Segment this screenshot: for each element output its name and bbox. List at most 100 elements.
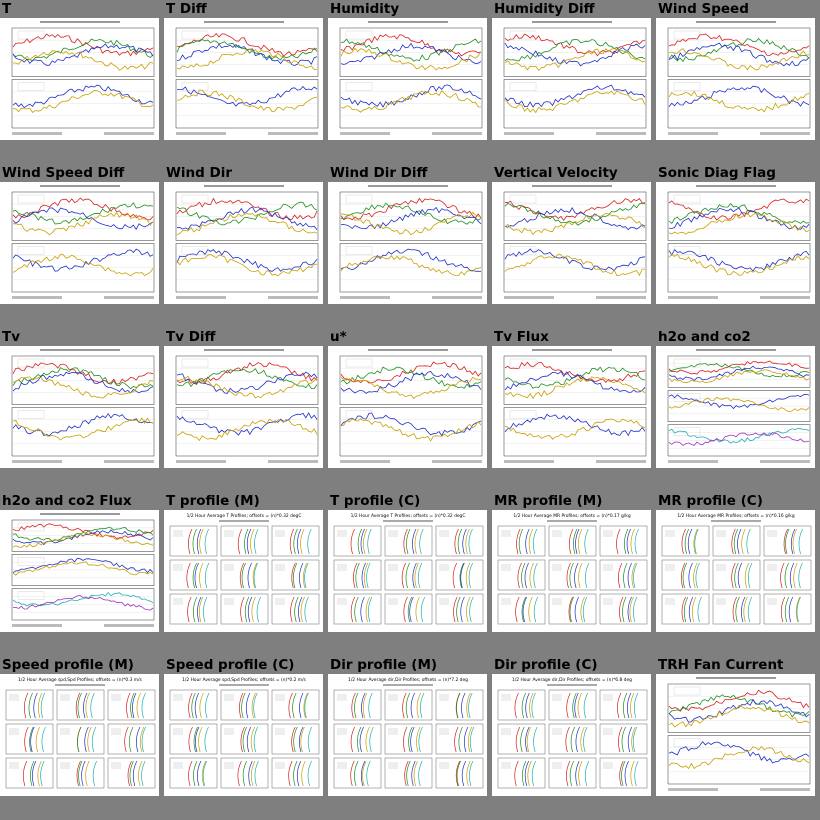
plot-title[interactable]: Wind Dir [166,165,232,181]
plot-thumbnail[interactable] [164,182,323,304]
plot-thumbnail[interactable] [656,18,815,140]
plot-thumbnail[interactable] [0,18,159,140]
plot-thumbnail[interactable] [328,346,487,468]
plot-title[interactable]: Humidity Diff [494,1,595,17]
plot-thumbnail-image [503,185,647,299]
plot-thumbnail-image: 1/2 Hour Average T Profiles; offsets = (… [169,513,320,625]
plot-thumbnail-image: 1/2 Hour Average MR Profiles; offsets = … [661,513,812,625]
plot-tile[interactable]: T [0,0,163,162]
plot-thumbnail[interactable] [328,182,487,304]
plot-thumbnail-image [503,21,647,135]
plot-tile[interactable]: Tv Flux [492,328,655,490]
plot-title[interactable]: Sonic Diag Flag [658,165,776,181]
profile-heading: 1/2 Hour Average spd,Spd Profiles; offse… [182,677,306,683]
plot-title[interactable]: MR profile (C) [658,493,763,509]
plot-thumbnail-image [11,21,155,135]
plot-title[interactable]: T profile (C) [330,493,421,509]
plot-tile[interactable]: Sonic Diag Flag [656,164,819,326]
plot-thumbnail-image [339,185,483,299]
plot-tile[interactable]: Speed profile (C) 1/2 Hour Average spd,Sp… [164,656,327,818]
plot-thumbnail-image [11,185,155,299]
plot-title[interactable]: h2o and co2 [658,329,751,345]
plot-tile[interactable]: h2o and co2 [656,328,819,490]
plot-thumbnail-image: 1/2 Hour Average T Profiles; offsets = (… [333,513,484,625]
plot-tile[interactable]: u* [328,328,491,490]
plot-thumbnail[interactable]: 1/2 Hour Average spd,Spd Profiles; offse… [0,674,159,796]
plot-thumbnail-image [11,349,155,463]
plot-tile[interactable]: h2o and co2 Flux [0,492,163,654]
plot-thumbnail[interactable] [492,18,651,140]
plot-thumbnail[interactable] [492,182,651,304]
plot-title[interactable]: u* [330,329,347,345]
profile-heading: 1/2 Hour Average dir,Dir Profiles; offse… [512,677,632,683]
plot-thumbnail-image: 1/2 Hour Average dir,Dir Profiles; offse… [333,677,484,789]
plot-thumbnail-image [175,349,319,463]
plot-title[interactable]: Wind Dir Diff [330,165,428,181]
plot-thumbnail-image [667,677,811,791]
plot-thumbnail[interactable]: 1/2 Hour Average MR Profiles; offsets = … [656,510,815,632]
plot-thumbnail[interactable] [656,346,815,468]
plot-tile[interactable]: Humidity [328,0,491,162]
profile-heading: 1/2 Hour Average MR Profiles; offsets = … [677,513,794,519]
plot-tile[interactable]: T Diff [164,0,327,162]
plot-thumbnail-image [339,349,483,463]
plot-title[interactable]: Tv [2,329,21,345]
plot-thumbnail-image: 1/2 Hour Average dir,Dir Profiles; offse… [497,677,648,789]
plot-title[interactable]: Wind Speed Diff [2,165,125,181]
profile-heading: 1/2 Hour Average T Profiles; offsets = (… [187,513,302,519]
plot-thumbnail[interactable]: 1/2 Hour Average MR Profiles; offsets = … [492,510,651,632]
plot-thumbnail[interactable]: 1/2 Hour Average T Profiles; offsets = (… [164,510,323,632]
plot-title[interactable]: TRH Fan Current [658,657,784,673]
plot-tile[interactable]: Dir profile (M) 1/2 Hour Average dir,Dir … [328,656,491,818]
plot-tile[interactable]: TRH Fan Current [656,656,819,818]
plot-tile[interactable]: MR profile (M) 1/2 Hour Average MR Profil… [492,492,655,654]
plot-thumbnail[interactable] [164,18,323,140]
plot-title[interactable]: Vertical Velocity [494,165,618,181]
plot-tile[interactable]: Tv [0,328,163,490]
plot-thumbnail-image [175,21,319,135]
plot-tile[interactable]: Humidity Diff [492,0,655,162]
plot-thumbnail[interactable] [0,182,159,304]
plot-title[interactable]: Humidity [330,1,400,17]
plot-title[interactable]: Dir profile (M) [330,657,438,673]
plot-tile[interactable]: T profile (M) 1/2 Hour Average T Profiles… [164,492,327,654]
plot-tile[interactable]: Wind Dir Diff [328,164,491,326]
plot-title[interactable]: MR profile (M) [494,493,603,509]
plot-thumbnail-image [503,349,647,463]
plot-title[interactable]: Tv Diff [166,329,216,345]
plot-tile[interactable]: Vertical Velocity [492,164,655,326]
plot-thumbnail[interactable] [656,182,815,304]
plot-title[interactable]: T profile (M) [166,493,260,509]
plot-thumbnail-image [339,21,483,135]
plot-thumbnail[interactable]: 1/2 Hour Average spd,Spd Profiles; offse… [164,674,323,796]
plot-tile[interactable]: Speed profile (M) 1/2 Hour Average spd,Sp… [0,656,163,818]
plot-thumbnail[interactable] [328,18,487,140]
plot-tile[interactable]: Dir profile (C) 1/2 Hour Average dir,Dir … [492,656,655,818]
plot-tile[interactable]: Wind Speed [656,0,819,162]
plot-title[interactable]: T [2,1,12,17]
plot-title[interactable]: h2o and co2 Flux [2,493,132,509]
profile-heading: 1/2 Hour Average T Profiles; offsets = (… [351,513,466,519]
plot-thumbnail[interactable] [164,346,323,468]
plot-title[interactable]: Tv Flux [494,329,549,345]
plot-tile[interactable]: Wind Dir [164,164,327,326]
plot-thumbnail[interactable] [0,510,159,632]
plot-title[interactable]: T Diff [166,1,207,17]
plot-thumbnail[interactable]: 1/2 Hour Average T Profiles; offsets = (… [328,510,487,632]
plot-thumbnail[interactable] [656,674,815,796]
profile-heading: 1/2 Hour Average dir,Dir Profiles; offse… [348,677,468,683]
plot-thumbnail[interactable] [0,346,159,468]
plot-title[interactable]: Speed profile (C) [166,657,295,673]
plot-title[interactable]: Speed profile (M) [2,657,134,673]
plot-thumbnail[interactable]: 1/2 Hour Average dir,Dir Profiles; offse… [492,674,651,796]
plot-tile[interactable]: MR profile (C) 1/2 Hour Average MR Profil… [656,492,819,654]
plot-thumbnail[interactable] [492,346,651,468]
plot-title[interactable]: Wind Speed [658,1,749,17]
plot-tile[interactable]: T profile (C) 1/2 Hour Average T Profiles… [328,492,491,654]
plot-tile[interactable]: Tv Diff [164,328,327,490]
plot-thumbnail[interactable]: 1/2 Hour Average dir,Dir Profiles; offse… [328,674,487,796]
plot-thumbnail-image: 1/2 Hour Average spd,Spd Profiles; offse… [169,677,320,789]
plot-tile[interactable]: Wind Speed Diff [0,164,163,326]
plot-title[interactable]: Dir profile (C) [494,657,598,673]
